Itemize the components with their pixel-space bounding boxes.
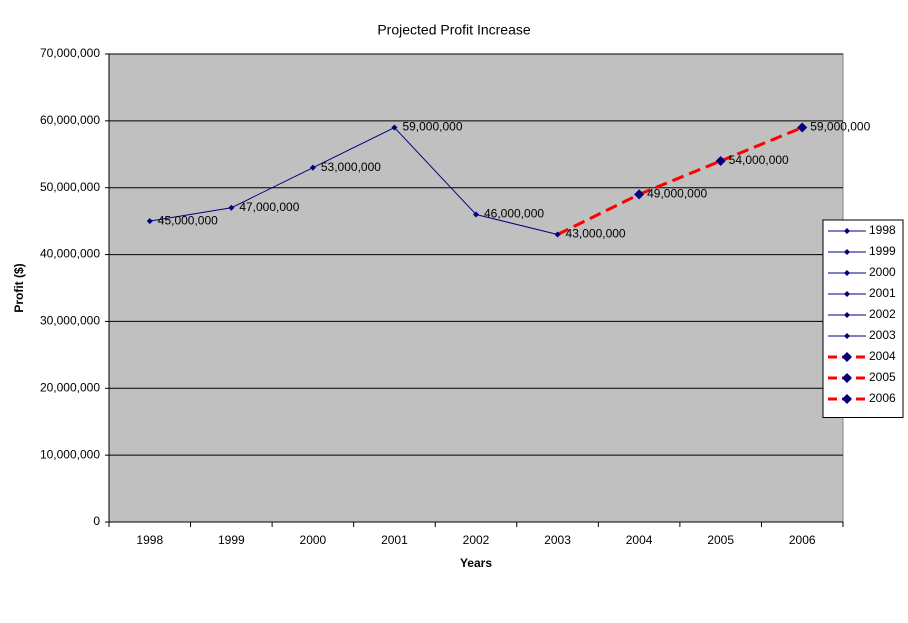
data-point [309, 164, 316, 171]
y-tick-label: 60,000,000 [40, 113, 100, 127]
legend-marker [844, 270, 850, 276]
data-label: 45,000,000 [158, 213, 218, 227]
x-axis-label: Years [460, 556, 492, 570]
y-tick-label: 50,000,000 [40, 180, 100, 194]
data-label: 47,000,000 [239, 200, 299, 214]
legend-label: 2005 [869, 370, 896, 384]
legend-label: 2003 [869, 328, 896, 342]
legend-marker [844, 228, 850, 234]
legend-marker [842, 373, 852, 383]
data-point [797, 122, 808, 133]
x-tick-label: 2001 [381, 533, 408, 547]
data-point [391, 124, 398, 131]
legend-marker [842, 394, 852, 404]
x-tick-label: 2005 [707, 533, 734, 547]
legend-label: 2001 [869, 286, 896, 300]
x-tick-label: 2006 [789, 533, 816, 547]
line-segment [394, 127, 477, 215]
data-label: 49,000,000 [647, 187, 707, 201]
line-segment [638, 159, 722, 196]
y-tick-label: 20,000,000 [40, 380, 100, 394]
line-segment [556, 193, 640, 236]
x-tick-label: 2000 [300, 533, 327, 547]
legend-marker [842, 352, 852, 362]
plot-area [108, 53, 844, 523]
line-segment [149, 207, 232, 222]
data-point [715, 155, 726, 166]
y-tick-label: 10,000,000 [40, 447, 100, 461]
x-tick-label: 2002 [463, 533, 490, 547]
x-tick-label: 2004 [626, 533, 653, 547]
line-segment [720, 126, 803, 163]
data-label: 43,000,000 [566, 227, 626, 241]
data-label: 53,000,000 [321, 160, 381, 174]
legend-label: 2002 [869, 307, 896, 321]
y-tick-label: 30,000,000 [40, 314, 100, 328]
y-axis-label: Profit ($) [12, 263, 26, 312]
legend-label: 1999 [869, 244, 896, 258]
line-segment [231, 167, 314, 209]
data-label: 54,000,000 [729, 153, 789, 167]
legend-marker [844, 249, 850, 255]
data-point [473, 211, 479, 218]
data-point [146, 218, 153, 225]
legend [822, 219, 904, 418]
legend-label: 2000 [869, 265, 896, 279]
data-point [634, 189, 645, 200]
y-tick-label: 70,000,000 [40, 46, 100, 60]
x-tick-label: 1998 [136, 533, 163, 547]
y-tick-label: 40,000,000 [40, 247, 100, 261]
line-segment [312, 127, 395, 169]
x-tick-label: 1999 [218, 533, 245, 547]
data-label: 46,000,000 [484, 207, 544, 221]
data-label: 59,000,000 [810, 120, 870, 134]
legend-label: 2004 [869, 349, 896, 363]
x-tick-label: 2003 [544, 533, 571, 547]
data-point [228, 204, 235, 211]
legend-marker [844, 312, 850, 318]
legend-label: 2006 [869, 391, 896, 405]
data-point [554, 231, 561, 238]
legend-marker [844, 291, 850, 297]
legend-marker [844, 333, 850, 339]
line-segment [475, 213, 558, 235]
data-label: 59,000,000 [402, 120, 462, 134]
chart-title: Projected Profit Increase [377, 22, 531, 38]
y-tick-label: 0 [93, 514, 100, 528]
legend-label: 1998 [869, 223, 896, 237]
